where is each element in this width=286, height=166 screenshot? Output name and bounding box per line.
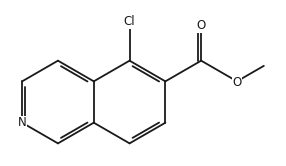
Text: N: N — [18, 116, 27, 129]
Text: Cl: Cl — [124, 15, 135, 28]
Text: O: O — [196, 19, 206, 32]
Text: O: O — [232, 76, 242, 89]
